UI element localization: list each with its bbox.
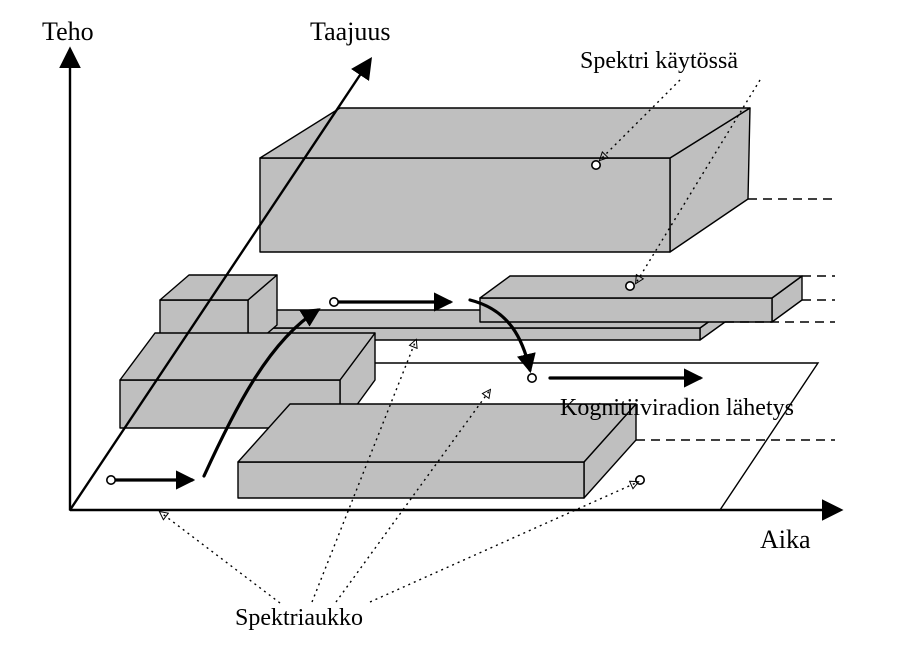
spectrum-diagram: Teho Taajuus Aika Spektri käytössä Kognitiiv… <box>0 0 900 659</box>
block-big-back <box>260 108 750 252</box>
axis-z-label: Taajuus <box>310 17 391 46</box>
marker-dot-0 <box>107 476 115 484</box>
block-slab-right <box>480 276 802 322</box>
annotation-kogni-lahetys-label: Kognitiiviradion lähetys <box>560 395 794 421</box>
marker-dot-1 <box>330 298 338 306</box>
marker-dot-4 <box>626 282 634 290</box>
annotation-spektriaukko-label: Spektriaukko <box>235 605 363 631</box>
marker-dot-2 <box>528 374 536 382</box>
marker-dot-5 <box>636 476 644 484</box>
axis-x-label: Aika <box>760 525 811 554</box>
marker-dot-3 <box>592 161 600 169</box>
axis-y-label: Teho <box>42 17 94 46</box>
annotation-spektri-kaytossa-label: Spektri käytössä <box>580 48 738 74</box>
annotation-spektriaukko-leader-0 <box>160 512 280 603</box>
